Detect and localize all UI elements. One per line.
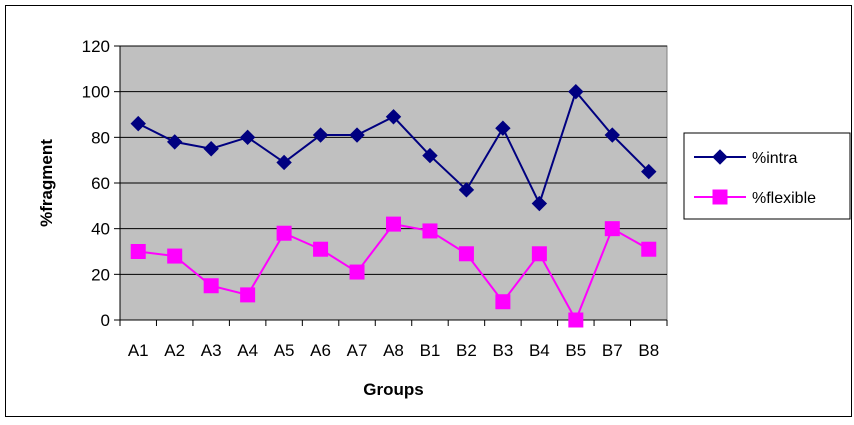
- data-point-intra: [495, 120, 511, 136]
- x-tick-label: B8: [638, 341, 659, 360]
- x-tick-label: B4: [529, 341, 550, 360]
- y-tick-label: 80: [91, 128, 110, 147]
- data-point-intra: [568, 83, 584, 100]
- data-point-flexible: [604, 221, 620, 237]
- data-point-flexible: [568, 312, 584, 328]
- x-tick-label: B2: [456, 341, 477, 360]
- data-point-intra: [203, 141, 219, 157]
- y-tick-label: 20: [91, 265, 110, 284]
- legend-label-intra: %intra: [752, 150, 797, 167]
- x-axis-title: Groups: [363, 380, 423, 399]
- data-point-flexible: [422, 223, 438, 239]
- legend-marker-flexible: [712, 189, 728, 205]
- data-point-intra: [458, 182, 475, 198]
- data-point-flexible: [276, 225, 292, 241]
- y-axis-title: %fragment: [37, 139, 56, 227]
- legend-marker-intra: [712, 149, 728, 165]
- data-point-flexible: [313, 241, 329, 257]
- data-point-flexible: [167, 248, 183, 264]
- x-tick-label: B5: [565, 341, 586, 360]
- data-point-intra: [604, 127, 621, 143]
- y-tick-label: 40: [91, 220, 110, 239]
- x-tick-label: A3: [201, 341, 222, 360]
- x-tick-label: B7: [602, 341, 623, 360]
- data-point-flexible: [386, 216, 401, 232]
- x-tick-label: A7: [347, 341, 368, 360]
- data-point-intra: [385, 109, 402, 125]
- data-point-flexible: [458, 246, 474, 262]
- legend-label-flexible: %flexible: [752, 190, 816, 207]
- data-point-flexible: [130, 244, 146, 259]
- x-tick-label: A8: [383, 341, 404, 360]
- x-tick-label: A5: [274, 341, 295, 360]
- x-tick-label: A2: [164, 341, 185, 360]
- y-tick-label: 0: [101, 311, 110, 330]
- data-point-intra: [349, 127, 365, 143]
- data-point-flexible: [531, 246, 547, 262]
- data-point-intra: [531, 195, 548, 212]
- data-point-flexible: [641, 241, 657, 257]
- y-tick-label: 60: [91, 174, 110, 193]
- data-point-flexible: [349, 264, 365, 280]
- x-tick-label: B3: [493, 341, 514, 360]
- x-tick-label: B1: [420, 341, 441, 360]
- data-point-intra: [312, 127, 329, 143]
- data-point-intra: [130, 115, 146, 132]
- y-tick-label: 120: [82, 37, 110, 56]
- data-point-flexible: [495, 294, 511, 310]
- data-point-flexible: [240, 287, 256, 303]
- x-tick-label: A1: [128, 341, 149, 360]
- data-point-intra: [276, 154, 292, 171]
- data-point-flexible: [203, 278, 219, 294]
- x-tick-label: A4: [237, 341, 258, 360]
- data-point-intra: [166, 134, 183, 150]
- legend: [683, 132, 851, 220]
- y-tick-label: 100: [82, 83, 110, 102]
- data-point-intra: [641, 163, 657, 180]
- data-point-intra: [239, 129, 256, 146]
- x-tick-label: A6: [310, 341, 331, 360]
- data-point-intra: [422, 147, 438, 164]
